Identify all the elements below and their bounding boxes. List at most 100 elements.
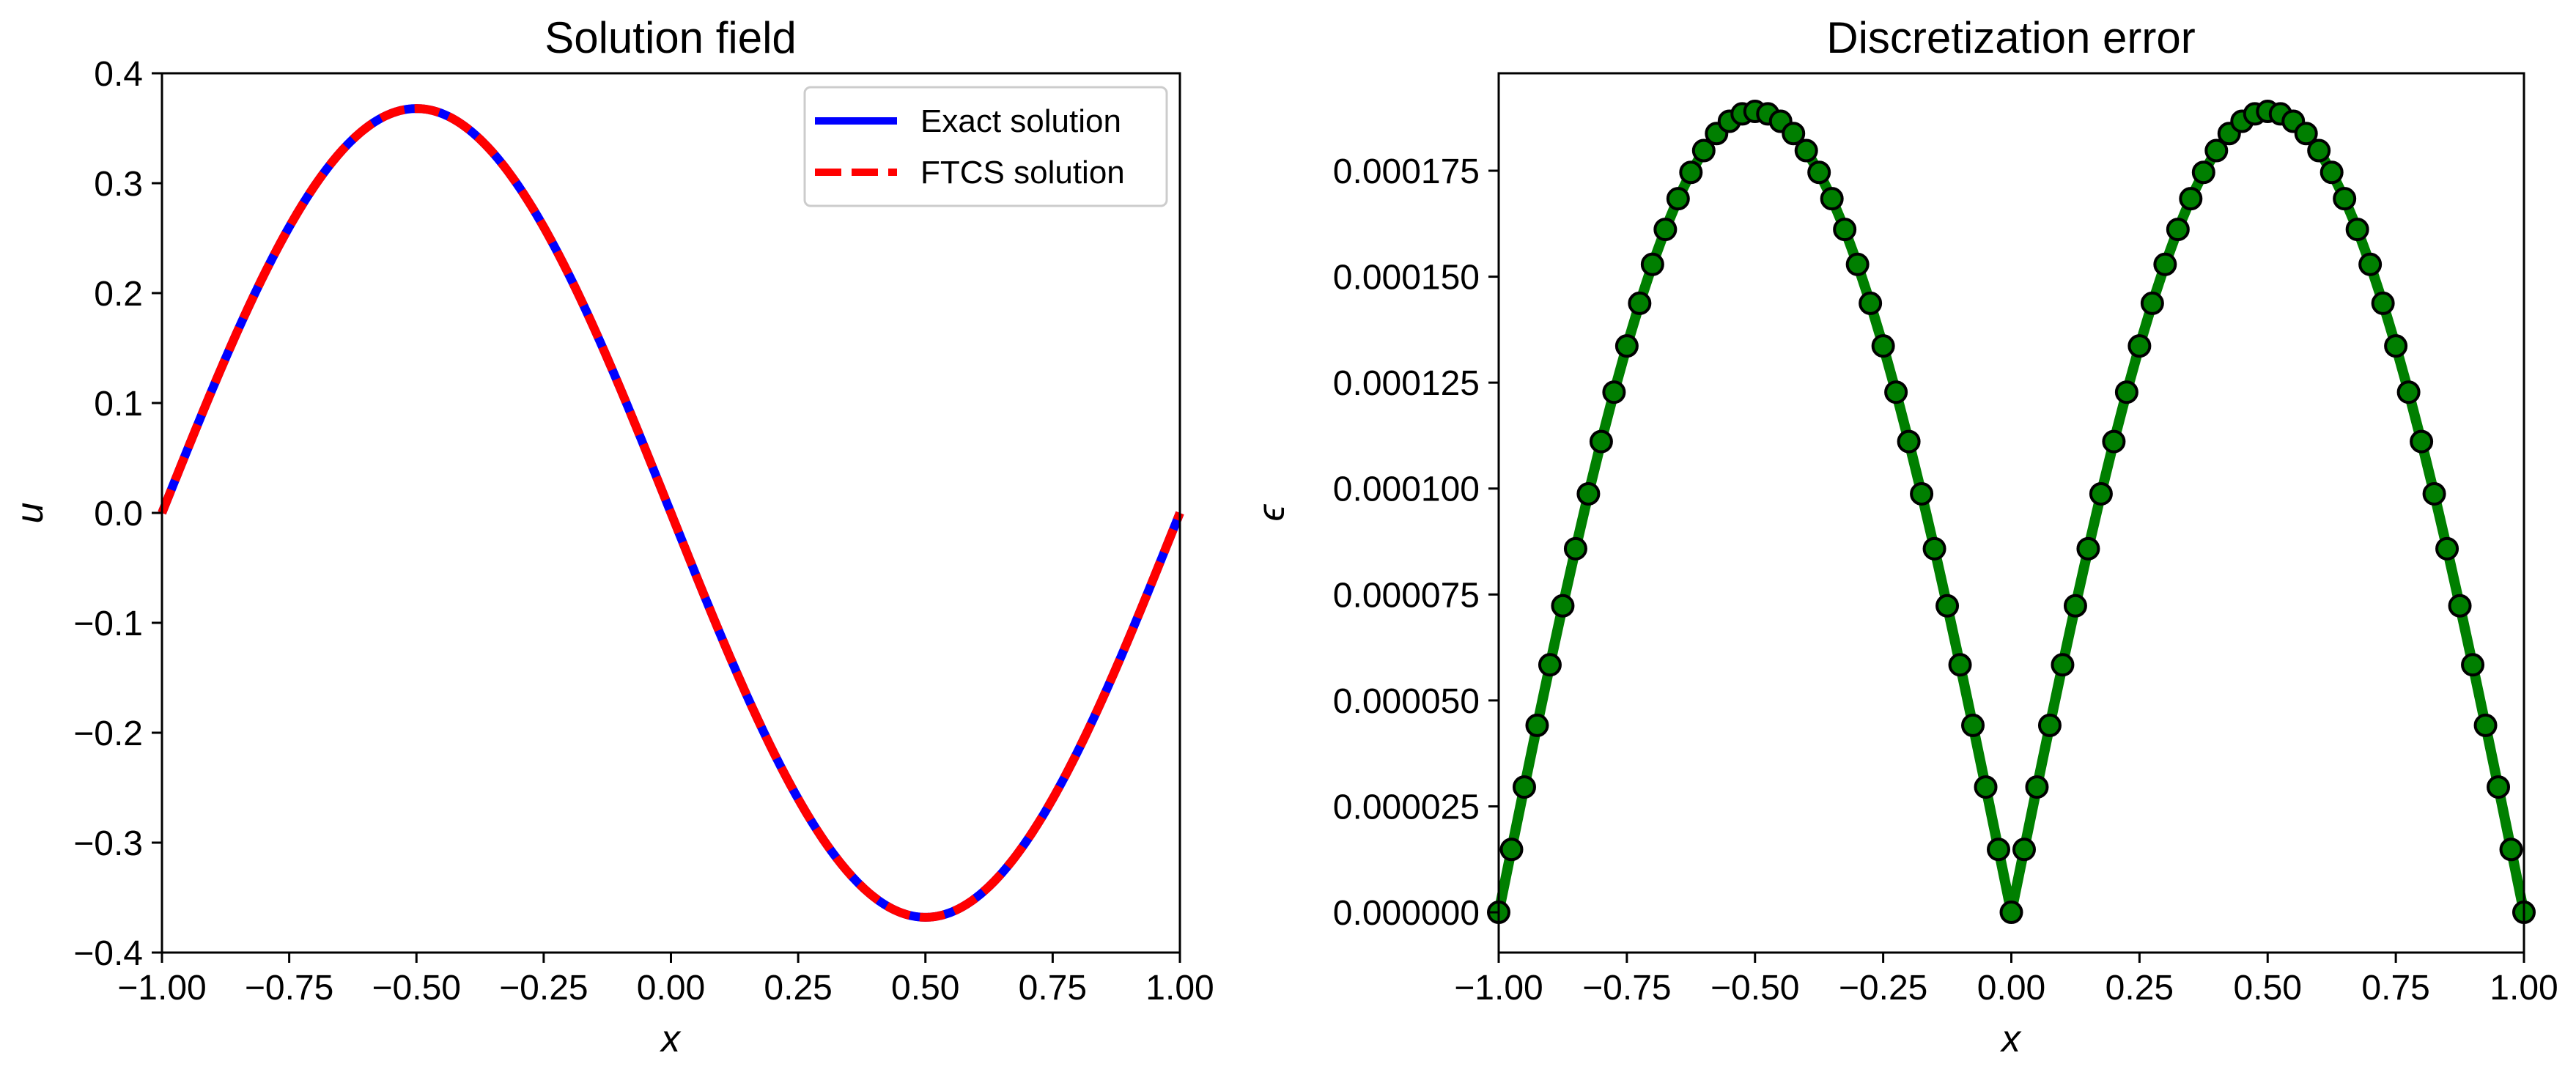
right-x-tick-label: −0.50 — [1710, 969, 1799, 1008]
error-point — [2037, 713, 2062, 737]
legend-exact-label: Exact solution — [920, 103, 1121, 139]
error-point — [1845, 252, 1870, 276]
error-point — [1614, 334, 1639, 358]
error-point — [1563, 536, 1587, 561]
error-point — [2179, 187, 2203, 211]
error-point — [2487, 775, 2511, 799]
legend: Exact solution FTCS solution — [803, 86, 1168, 207]
error-point — [2371, 291, 2395, 315]
left-y-tick-label: 0.2 — [94, 275, 143, 314]
error-point — [1666, 187, 1690, 211]
error-point — [2191, 160, 2215, 185]
error-point — [1589, 429, 1613, 454]
error-point — [2422, 481, 2446, 506]
error-point — [1922, 536, 1946, 561]
left-x-tick-label: 0.50 — [891, 969, 959, 1008]
error-point — [1576, 481, 1601, 506]
error-point — [2435, 536, 2459, 561]
right-y-tick-label: 0.000025 — [1333, 788, 1480, 827]
left-x-tick-label: −0.50 — [372, 969, 461, 1008]
left-x-tick-label: 0.00 — [637, 969, 705, 1008]
left-y-tick-label: −0.3 — [73, 824, 143, 863]
right-x-tick-label: −0.25 — [1839, 969, 1927, 1008]
error-point — [1794, 138, 1818, 163]
error-point — [1948, 653, 1972, 677]
error-point — [2089, 481, 2113, 506]
error-point — [1974, 775, 1998, 799]
error-point — [1691, 138, 1716, 163]
error-point — [1602, 380, 1626, 404]
ftcs-solution-line — [158, 104, 1184, 922]
error-point — [2204, 138, 2229, 163]
error-point — [2345, 218, 2369, 242]
error-point — [2076, 536, 2100, 561]
legend-ftcs-label: FTCS solution — [920, 155, 1125, 191]
error-point — [2410, 429, 2434, 454]
error-point — [2063, 594, 2087, 618]
error-point — [2025, 775, 2049, 799]
right-x-tick-label: 1.00 — [2490, 969, 2558, 1008]
right-axes-frame — [1497, 72, 2525, 954]
error-point — [1961, 713, 1985, 737]
discretization-error-panel: Discretization error −1.00 −0.75 −0.50 −0.2… — [1250, 13, 2558, 1060]
error-line — [1494, 106, 2529, 918]
right-x-axis-label: x — [1999, 1018, 2022, 1060]
right-y-tick-label: 0.000150 — [1333, 259, 1480, 297]
error-point — [2473, 713, 2498, 737]
error-point — [2153, 252, 2177, 276]
right-chart-title: Discretization error — [1826, 13, 2195, 62]
error-point — [2384, 334, 2408, 358]
error-point — [2166, 218, 2190, 242]
left-x-tick-label: 0.75 — [1019, 969, 1087, 1008]
left-y-tick-label: −0.2 — [73, 714, 143, 753]
error-point — [1859, 291, 1883, 315]
right-y-tick-label: 0.000125 — [1333, 364, 1480, 403]
error-point — [1640, 252, 1664, 276]
left-x-tick-label: −1.00 — [117, 969, 206, 1008]
error-point — [1820, 187, 1844, 211]
error-point — [1525, 713, 1549, 737]
left-y-tick-label: −0.4 — [73, 934, 143, 973]
left-y-tick-label: 0.4 — [94, 55, 143, 94]
error-point — [2102, 429, 2126, 454]
right-plot-area — [1487, 72, 2536, 954]
error-point — [2140, 291, 2164, 315]
error-point — [2319, 160, 2344, 185]
error-point — [2499, 838, 2523, 862]
error-point — [1538, 653, 1562, 677]
right-y-tick-label: 0.000000 — [1333, 894, 1480, 933]
left-x-tick-label: 1.00 — [1145, 969, 1214, 1008]
right-y-tick-label: 0.000175 — [1333, 152, 1480, 191]
error-point — [2358, 252, 2383, 276]
error-point — [1871, 334, 1895, 358]
left-y-tick-label: 0.3 — [94, 165, 143, 204]
error-point — [2448, 594, 2472, 618]
left-x-tick-label: −0.25 — [499, 969, 588, 1008]
right-y-tick-label: 0.000050 — [1333, 682, 1480, 721]
left-y-tick-label: −0.1 — [73, 605, 143, 643]
error-point — [2333, 187, 2357, 211]
left-chart-title: Solution field — [545, 13, 797, 62]
error-point — [1782, 122, 1806, 146]
error-point — [1499, 838, 1524, 862]
error-point — [1679, 160, 1703, 185]
right-x-tick-label: −1.00 — [1454, 969, 1543, 1008]
error-point — [1910, 481, 1934, 506]
error-point — [1807, 160, 1831, 185]
error-point — [1987, 838, 2011, 862]
error-point — [2461, 653, 2485, 677]
right-y-tick-label: 0.000100 — [1333, 470, 1480, 509]
left-y-tick-label: 0.1 — [94, 385, 143, 424]
right-x-tick-label: −0.75 — [1582, 969, 1671, 1008]
error-point — [2294, 122, 2318, 146]
error-point — [2012, 838, 2036, 862]
error-point — [1935, 594, 1960, 618]
error-point — [1833, 218, 1857, 242]
right-x-tick-label: 0.25 — [2106, 969, 2174, 1008]
error-point — [1999, 901, 2023, 925]
solution-field-panel: Solution field −1.00 −0.75 −0.50 −0.25 0.00 0… — [9, 13, 1214, 1060]
error-point — [1653, 218, 1678, 242]
right-y-axis-label: ϵ — [1250, 503, 1293, 521]
right-y-tick-label: 0.000075 — [1333, 576, 1480, 615]
left-x-tick-label: −0.75 — [245, 969, 333, 1008]
